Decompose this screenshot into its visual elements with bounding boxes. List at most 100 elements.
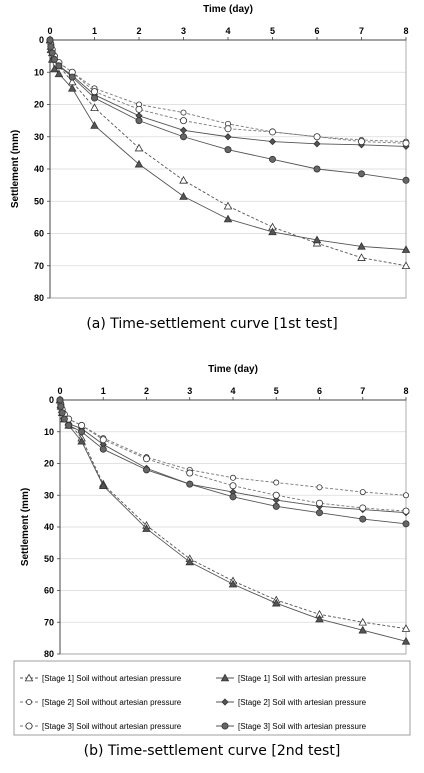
data-point [60, 415, 68, 423]
y-axis-label: Settlement (mm) [10, 130, 21, 208]
data-point [99, 445, 107, 453]
data-point [65, 421, 73, 429]
legend-marker [25, 722, 33, 730]
data-point [357, 138, 365, 146]
data-point [55, 62, 63, 70]
data-point [91, 88, 99, 96]
legend-box [13, 660, 411, 736]
y-tick-label: 50 [44, 554, 54, 564]
data-point [224, 146, 232, 154]
y-tick-label: 40 [44, 522, 54, 532]
data-point [359, 504, 367, 512]
data-point [268, 128, 276, 136]
series-line [59, 399, 407, 525]
x-tick-label: 6 [314, 26, 319, 36]
legend-item: [Stage 1] Soil without artesian pressure [20, 673, 182, 683]
data-point [401, 261, 411, 270]
x-tick-label: 4 [225, 26, 230, 36]
data-point [99, 436, 107, 444]
x-tick-label: 4 [230, 386, 235, 396]
legend-label: [Stage 2] Soil without artesian pressure [42, 698, 182, 707]
x-axis-label: Time (day) [203, 4, 253, 15]
data-point [268, 155, 276, 163]
x-tick-label: 5 [274, 386, 279, 396]
data-point [402, 520, 410, 528]
data-point [180, 109, 187, 116]
data-point [268, 227, 277, 236]
x-tick-label: 6 [317, 386, 322, 396]
data-point [223, 214, 233, 223]
y-tick-label: 70 [34, 261, 44, 271]
y-axis-label: Settlement (mm) [20, 488, 31, 566]
data-point [68, 73, 76, 81]
data-point [224, 125, 232, 133]
data-point [142, 466, 150, 474]
data-point [134, 159, 144, 168]
legend-label: [Stage 3] Soil without artesian pressure [42, 722, 182, 731]
y-tick-label: 30 [34, 132, 44, 142]
x-tick-label: 0 [57, 386, 62, 396]
data-point [67, 83, 77, 92]
legend-item: [Stage 1] Soil with artesian pressure [216, 673, 367, 683]
data-point [312, 235, 322, 244]
x-tick-label: 8 [403, 386, 408, 396]
y-tick-label: 20 [44, 459, 54, 469]
y-tick-label: 0 [39, 35, 44, 45]
data-point [179, 175, 188, 184]
data-point [98, 481, 108, 490]
data-point [313, 140, 321, 148]
data-point [179, 191, 188, 200]
data-point [357, 253, 366, 261]
legend-item: [Stage 3] Soil without artesian pressure [20, 722, 182, 731]
data-point [315, 614, 324, 623]
data-point [268, 138, 277, 146]
data-point [77, 436, 86, 445]
y-tick-label: 10 [34, 67, 44, 77]
y-tick-label: 80 [34, 293, 44, 303]
y-tick-label: 60 [34, 229, 44, 239]
y-tick-label: 60 [44, 586, 54, 596]
data-point [58, 409, 66, 417]
data-point [229, 474, 236, 481]
series-s3-with [46, 36, 410, 184]
legend-item: [Stage 2] Soil without artesian pressure [20, 698, 182, 707]
y-tick-label: 30 [44, 490, 54, 500]
data-point [46, 36, 54, 44]
data-point [142, 455, 150, 463]
data-point [316, 484, 323, 491]
x-tick-label: 3 [187, 386, 192, 396]
legend-item: [Stage 3] Soil with artesian pressure [216, 722, 367, 731]
data-point [402, 139, 410, 147]
data-point [315, 499, 323, 507]
data-point [56, 396, 64, 404]
data-point [229, 482, 237, 490]
data-point [357, 170, 365, 178]
x-tick-label: 7 [360, 386, 365, 396]
data-point [57, 402, 65, 410]
y-tick-label: 80 [44, 649, 54, 659]
x-axis-label: Time (day) [208, 364, 258, 375]
data-point [135, 117, 143, 125]
data-point [313, 165, 321, 173]
data-point [134, 143, 144, 152]
data-point [47, 42, 55, 50]
x-tick-label: 3 [181, 26, 186, 36]
legend-label: [Stage 1] Soil with artesian pressure [238, 674, 367, 683]
data-point [357, 241, 366, 250]
x-tick-label: 2 [136, 26, 141, 36]
y-tick-label: 50 [34, 196, 44, 206]
data-point [91, 94, 99, 102]
data-point [313, 133, 321, 141]
data-point [185, 557, 195, 566]
y-tick-label: 0 [49, 395, 54, 405]
series-line [59, 399, 407, 642]
data-point [401, 245, 411, 253]
data-point [186, 469, 194, 477]
x-tick-label: 1 [101, 386, 106, 396]
data-point [228, 579, 238, 588]
x-tick-label: 2 [144, 386, 149, 396]
data-point [401, 636, 411, 645]
legend-label: [Stage 2] Soil with artesian pressure [238, 698, 367, 707]
